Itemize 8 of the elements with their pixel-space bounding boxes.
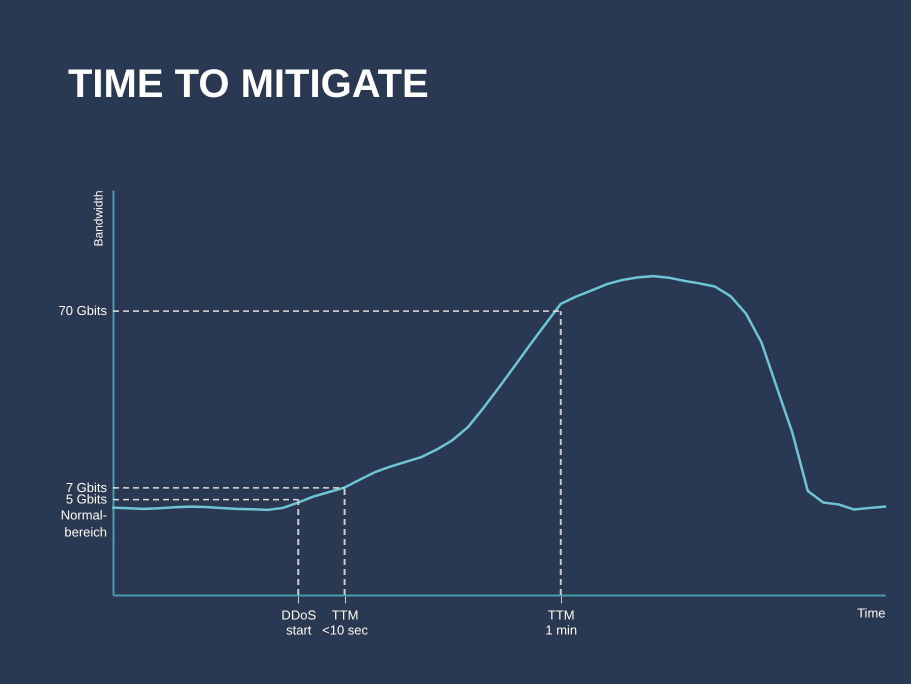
x-axis-title: Time [857,606,886,620]
ref-line-label: 70 Gbits [58,303,108,318]
y-axis-title: Bandwidth [92,190,106,247]
text: Normal-bereich [60,508,107,540]
x-tick-label: DDoS start [281,608,316,638]
x-tick-label: TTM <10 sec [322,608,369,638]
chart-title: TIME TO MITIGATE [68,62,429,106]
x-tick-label: TTM 1 min [545,608,578,638]
